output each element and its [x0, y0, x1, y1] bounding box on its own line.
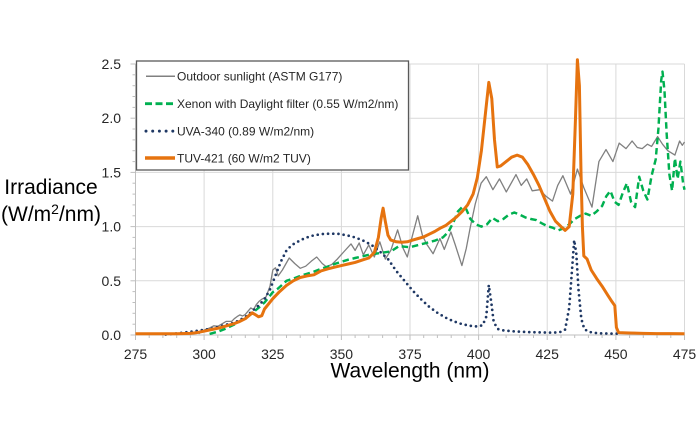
svg-text:400: 400 [467, 346, 491, 362]
svg-text:Wavelength (nm): Wavelength (nm) [330, 360, 489, 383]
svg-text:Xenon with Daylight filter (0.: Xenon with Daylight filter (0.55 W/m2/nm… [177, 97, 398, 111]
svg-text:0.5: 0.5 [102, 273, 122, 289]
svg-text:325: 325 [261, 346, 285, 362]
svg-text:TUV-421 (60 W/m2 TUV): TUV-421 (60 W/m2 TUV) [177, 151, 311, 165]
svg-text:Irradiance: Irradiance [4, 176, 97, 199]
svg-text:275: 275 [124, 346, 148, 362]
svg-text:Outdoor sunlight (ASTM G177): Outdoor sunlight (ASTM G177) [177, 70, 342, 84]
svg-text:1.0: 1.0 [102, 219, 122, 235]
svg-text:1.5: 1.5 [102, 164, 122, 180]
svg-text:2.5: 2.5 [102, 56, 122, 72]
svg-text:375: 375 [398, 346, 422, 362]
svg-text:UVA-340 (0.89 W/m2/nm): UVA-340 (0.89 W/m2/nm) [177, 124, 314, 138]
svg-text:350: 350 [330, 346, 354, 362]
svg-text:450: 450 [604, 346, 628, 362]
svg-text:2.0: 2.0 [102, 110, 122, 126]
svg-text:0.0: 0.0 [102, 327, 122, 343]
svg-text:475: 475 [673, 346, 697, 362]
svg-text:(W/m2/nm): (W/m2/nm) [1, 201, 101, 226]
svg-text:425: 425 [536, 346, 560, 362]
svg-text:300: 300 [192, 346, 216, 362]
